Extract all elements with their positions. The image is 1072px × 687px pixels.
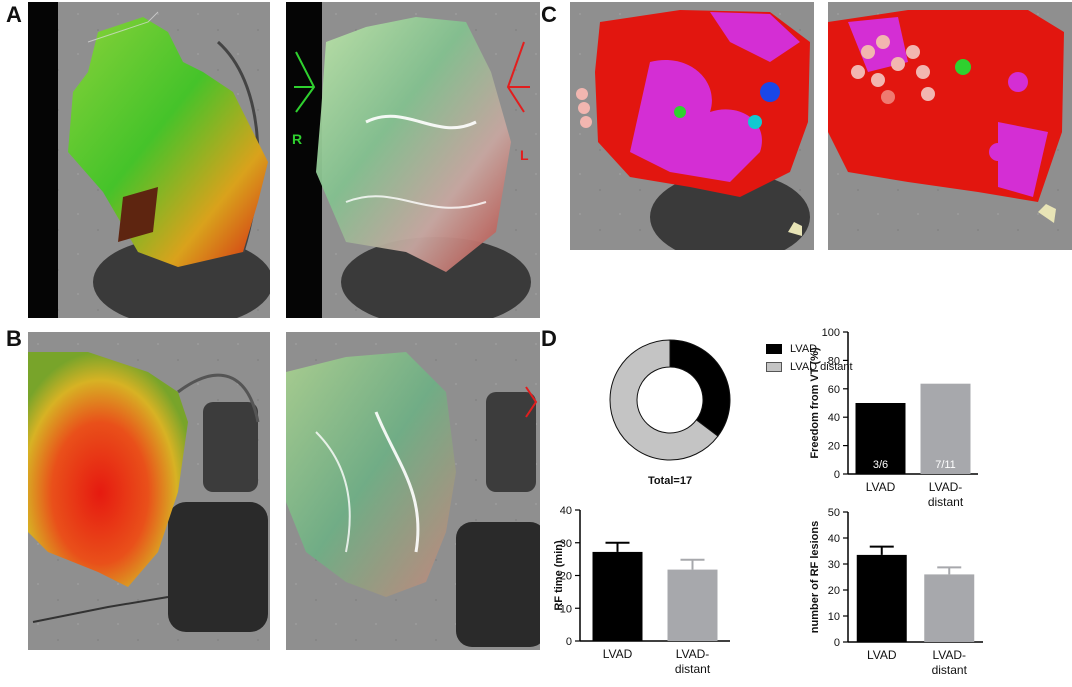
- y-tick-label: 30: [828, 559, 840, 571]
- panel-label-b: B: [6, 326, 22, 351]
- legend-swatch-lvad-distant: [766, 362, 782, 372]
- y-tick-label: 40: [828, 412, 840, 424]
- x-tick-label: LVAD: [867, 648, 897, 662]
- donut-legend: LVAD LVAD distant: [766, 340, 853, 376]
- orientation-label-right: R: [292, 131, 302, 147]
- legend-item-lvad-distant: LVAD distant: [766, 358, 853, 376]
- rf-lesions-chart: 0 10 20 30 40 50 number of RF lesions LVAD LVAD-…: [809, 507, 983, 677]
- legend-swatch-lvad: [766, 344, 782, 354]
- legend-label-lvad: LVAD: [790, 343, 818, 355]
- x-tick-label: LVAD-: [932, 648, 966, 662]
- y-tick-label: 80: [828, 355, 840, 367]
- y-tick-label: 0: [834, 637, 840, 649]
- y-axis-label: RF time (min): [553, 540, 565, 611]
- donut-chart: Total=17: [609, 339, 731, 487]
- y-tick-label: 60: [828, 384, 840, 396]
- bar-lvad-distant: [924, 574, 975, 642]
- y-tick-label: 30: [560, 538, 572, 550]
- y-tick-label: 40: [828, 533, 840, 545]
- x-tick-label: distant: [928, 495, 964, 509]
- bar-label: 7/11: [935, 459, 956, 471]
- donut-total-label: Total=17: [648, 475, 692, 487]
- y-axis-label: number of RF lesions: [809, 521, 821, 633]
- panel-c-voltage-map-ablation-image: [828, 2, 1072, 250]
- panel-c-voltage-map-image: [570, 2, 814, 250]
- y-tick-label: 40: [560, 505, 572, 517]
- x-tick-label: LVAD-: [676, 647, 710, 661]
- bar-lvad-distant: [920, 383, 971, 474]
- donut-slice-lvad-distant: [609, 339, 719, 461]
- panel-b-substrate-map-image: [286, 332, 540, 650]
- x-tick-label: LVAD: [866, 480, 896, 494]
- y-axis-label: Freedom from VT (%): [809, 347, 821, 459]
- panel-b-activation-map-image: [28, 332, 270, 650]
- panel-a-activation-map-image: [28, 2, 270, 318]
- y-tick-label: 20: [828, 585, 840, 597]
- y-tick-label: 20: [560, 571, 572, 583]
- y-tick-label: 10: [828, 611, 840, 623]
- panel-a-substrate-map-image: R L: [286, 2, 540, 318]
- bar-lvad-distant: [667, 569, 718, 641]
- bar-lvad: [592, 551, 643, 641]
- donut-slice-lvad: [669, 339, 731, 437]
- panel-label-d: D: [541, 326, 557, 351]
- x-tick-label: distant: [675, 662, 711, 676]
- donut-slices: [609, 339, 731, 461]
- y-tick-label: 100: [822, 327, 840, 339]
- bar-lvad: [856, 554, 907, 642]
- y-tick-label: 20: [828, 441, 840, 453]
- y-tick-label: 10: [560, 603, 572, 615]
- legend-item-lvad: LVAD: [766, 340, 853, 358]
- bar-label: 3/6: [873, 459, 888, 471]
- panel-label-a: A: [6, 2, 22, 27]
- x-tick-label: distant: [932, 663, 968, 677]
- x-tick-label: LVAD: [603, 647, 633, 661]
- bar-lvad: [855, 403, 906, 474]
- y-tick-label: 0: [566, 636, 572, 648]
- rf-time-chart: 0 10 20 30 40 RF time (min) LVAD LVAD-distant: [553, 505, 730, 676]
- y-tick-label: 50: [828, 507, 840, 519]
- orientation-label-left: L: [520, 147, 529, 163]
- legend-label-lvad-distant: LVAD distant: [790, 361, 853, 373]
- x-tick-label: LVAD-: [929, 480, 963, 494]
- y-tick-label: 0: [834, 469, 840, 481]
- panel-label-c: C: [541, 2, 557, 27]
